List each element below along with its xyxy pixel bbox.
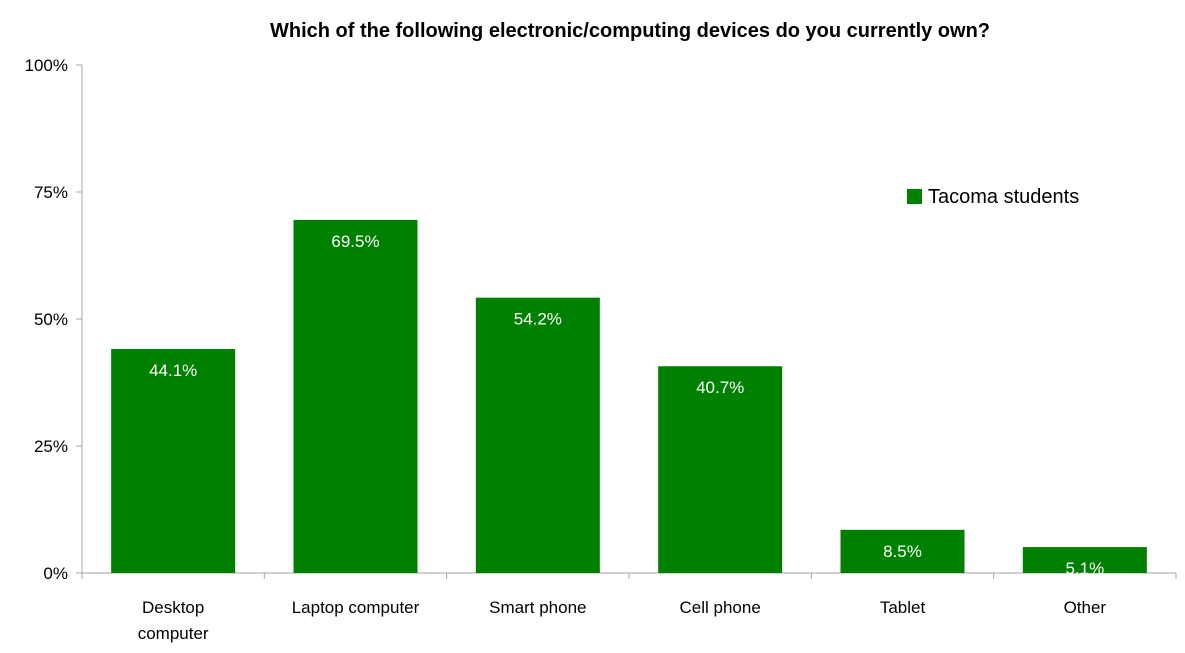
bar xyxy=(1022,547,1147,573)
y-tick-label: 50% xyxy=(34,310,68,329)
legend-label: Tacoma students xyxy=(928,186,1079,208)
axes: 0% 25% 50% 75% 100% xyxy=(25,56,1177,583)
x-category-label: Other xyxy=(1064,598,1107,617)
bars-group: 44.1% Desktop computer 69.5% Laptop computer… xyxy=(111,219,1147,643)
x-category-label: Smart phone xyxy=(489,598,586,617)
bar xyxy=(111,348,236,573)
y-tick-label: 100% xyxy=(25,56,68,75)
legend: Tacoma students xyxy=(907,186,1079,208)
bar xyxy=(475,297,600,573)
chart-title: Which of the following electronic/comput… xyxy=(270,20,990,42)
bar-data-label: 44.1% xyxy=(149,361,197,380)
x-category-label: Laptop computer xyxy=(292,598,420,617)
bar-data-label: 5.1% xyxy=(1065,559,1104,578)
x-category-label: Tablet xyxy=(880,598,926,617)
bar-data-label: 8.5% xyxy=(883,542,922,561)
bar-data-label: 54.2% xyxy=(514,310,562,329)
bar xyxy=(840,529,965,573)
y-tick-label: 25% xyxy=(34,437,68,456)
y-tick-label: 0% xyxy=(43,564,68,583)
bar xyxy=(658,366,783,573)
x-category-label: Cell phone xyxy=(680,598,761,617)
bar xyxy=(293,219,418,573)
bar-data-label: 40.7% xyxy=(696,378,744,397)
bar-data-label: 69.5% xyxy=(331,232,379,251)
y-tick-label: 75% xyxy=(34,183,68,202)
legend-swatch xyxy=(907,189,922,204)
x-category-label: Desktop computer xyxy=(138,598,209,643)
